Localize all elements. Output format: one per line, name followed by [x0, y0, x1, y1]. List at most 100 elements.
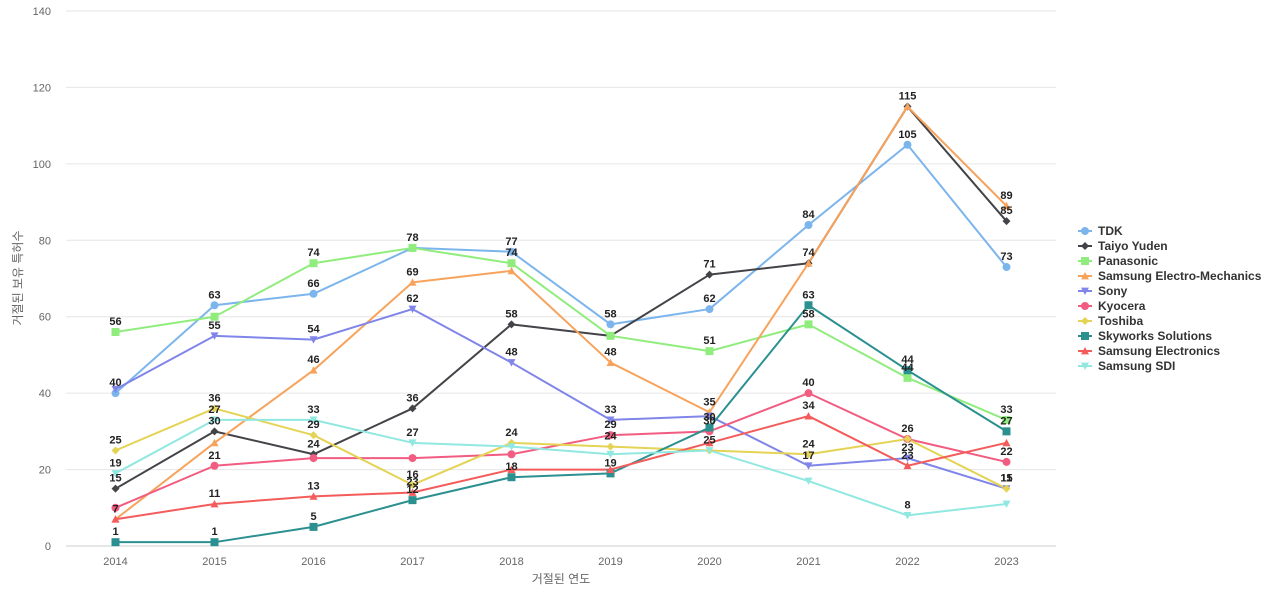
- data-label: 23: [901, 442, 913, 454]
- data-point-taiyo-yuden: [1002, 217, 1011, 226]
- data-point-samsung-electro-mechanics: [606, 358, 615, 366]
- data-label: 24: [307, 438, 320, 450]
- data-point-kyocera: [210, 461, 219, 470]
- data-label: 24: [505, 427, 518, 439]
- x-tick-label: 2021: [796, 556, 820, 568]
- data-point-tdk: [705, 305, 714, 314]
- x-tick-label: 2020: [697, 556, 721, 568]
- data-label: 74: [505, 247, 518, 259]
- data-label: 29: [604, 419, 616, 431]
- data-point-samsung-electro-mechanics: [309, 366, 318, 374]
- data-point-samsung-sdi: [210, 416, 219, 424]
- data-label: 19: [109, 457, 121, 469]
- data-point-skyworks-solutions: [309, 522, 318, 531]
- data-label: 13: [307, 480, 319, 492]
- legend-marker: [1081, 272, 1089, 280]
- data-point-samsung-electronics: [705, 438, 714, 447]
- data-label: 11: [209, 488, 221, 500]
- series-line-samsung-electronics: [115, 415, 1007, 521]
- data-point-skyworks-solutions: [705, 423, 714, 432]
- data-point-samsung-sdi: [408, 439, 417, 447]
- data-point-sony: [111, 385, 120, 394]
- data-label: 12: [406, 484, 418, 496]
- data-label: 44: [901, 362, 914, 374]
- x-tick-label: 2022: [895, 556, 919, 568]
- data-point-samsung-sdi: [705, 447, 714, 455]
- data-point-sony: [903, 454, 912, 463]
- data-label: 58: [802, 308, 814, 320]
- data-point-samsung-electronics: [804, 412, 813, 420]
- y-tick-label: 0: [45, 541, 51, 553]
- y-tick-label: 40: [39, 388, 51, 400]
- data-label: 77: [505, 236, 517, 248]
- data-point-samsung-electronics: [210, 499, 219, 508]
- legend-item-label: Samsung Electronics: [1098, 344, 1220, 358]
- data-label: 30: [703, 415, 715, 427]
- data-point-tdk: [606, 320, 615, 329]
- data-label: 16: [406, 469, 418, 481]
- data-label: 62: [703, 293, 715, 305]
- data-point-sony: [705, 412, 714, 421]
- data-point-samsung-sdi: [1002, 500, 1011, 508]
- data-point-taiyo-yuden: [705, 270, 714, 279]
- data-label: 58: [604, 308, 616, 320]
- data-label: 17: [802, 450, 814, 462]
- data-point-samsung-electronics: [408, 488, 417, 496]
- series-lines: [114, 105, 1008, 544]
- data-label: 25: [703, 434, 715, 446]
- data-point-panasonic: [1002, 415, 1011, 424]
- data-point-samsung-sdi: [309, 416, 318, 424]
- data-point-panasonic: [804, 320, 813, 329]
- data-label: 62: [406, 293, 418, 305]
- data-point-sony: [804, 462, 813, 470]
- data-label: 48: [604, 347, 616, 359]
- legend-item-label: Panasonic: [1098, 254, 1158, 268]
- data-label: 51: [703, 335, 715, 347]
- data-point-samsung-electronics: [1002, 438, 1011, 447]
- data-point-kyocera: [507, 450, 516, 459]
- data-point-panasonic: [705, 347, 714, 356]
- data-label: 7: [112, 503, 118, 515]
- data-label: 36: [406, 392, 418, 404]
- data-label: 1: [211, 526, 217, 538]
- data-point-skyworks-solutions: [804, 301, 813, 310]
- data-label: 71: [703, 259, 715, 271]
- data-point-panasonic: [309, 259, 318, 268]
- series-line-panasonic: [115, 246, 1007, 421]
- data-point-skyworks-solutions: [408, 496, 417, 505]
- y-tick-label: 100: [33, 159, 51, 171]
- data-label: 63: [208, 289, 220, 301]
- data-point-samsung-sdi: [606, 450, 615, 459]
- data-label: 35: [703, 396, 715, 408]
- y-tick-label: 120: [33, 82, 51, 94]
- data-point-skyworks-solutions: [1002, 427, 1011, 436]
- data-point-taiyo-yuden: [210, 427, 219, 436]
- data-point-tdk: [903, 140, 912, 149]
- data-label: 22: [1000, 446, 1012, 458]
- data-point-sony: [507, 359, 516, 367]
- legend-marker: [1081, 317, 1089, 325]
- data-label: 25: [109, 434, 121, 446]
- legend-marker: [1081, 362, 1089, 370]
- series-line-sony: [115, 308, 1007, 490]
- y-axis: 0 20 40 60 80 100 120 140: [33, 6, 51, 553]
- legend-item-label: Toshiba: [1098, 314, 1143, 328]
- data-point-toshiba: [903, 435, 912, 443]
- data-point-kyocera: [408, 454, 417, 463]
- data-label: 56: [109, 316, 121, 328]
- data-label: 89: [1000, 190, 1012, 202]
- data-label: 26: [901, 423, 913, 435]
- data-label: 115: [899, 91, 917, 103]
- data-label: 54: [307, 324, 320, 336]
- data-point-kyocera: [111, 503, 120, 512]
- data-label: 33: [1000, 404, 1012, 416]
- x-tick-label: 2015: [202, 556, 226, 568]
- data-point-samsung-electronics: [903, 461, 912, 470]
- series-line-samsung-electro-mechanics: [114, 105, 1008, 521]
- data-label: 105: [898, 129, 916, 141]
- data-point-skyworks-solutions: [903, 366, 912, 375]
- legend-item-label: Skyworks Solutions: [1098, 329, 1212, 343]
- data-point-tdk: [1002, 263, 1011, 272]
- data-point-tdk: [507, 247, 516, 256]
